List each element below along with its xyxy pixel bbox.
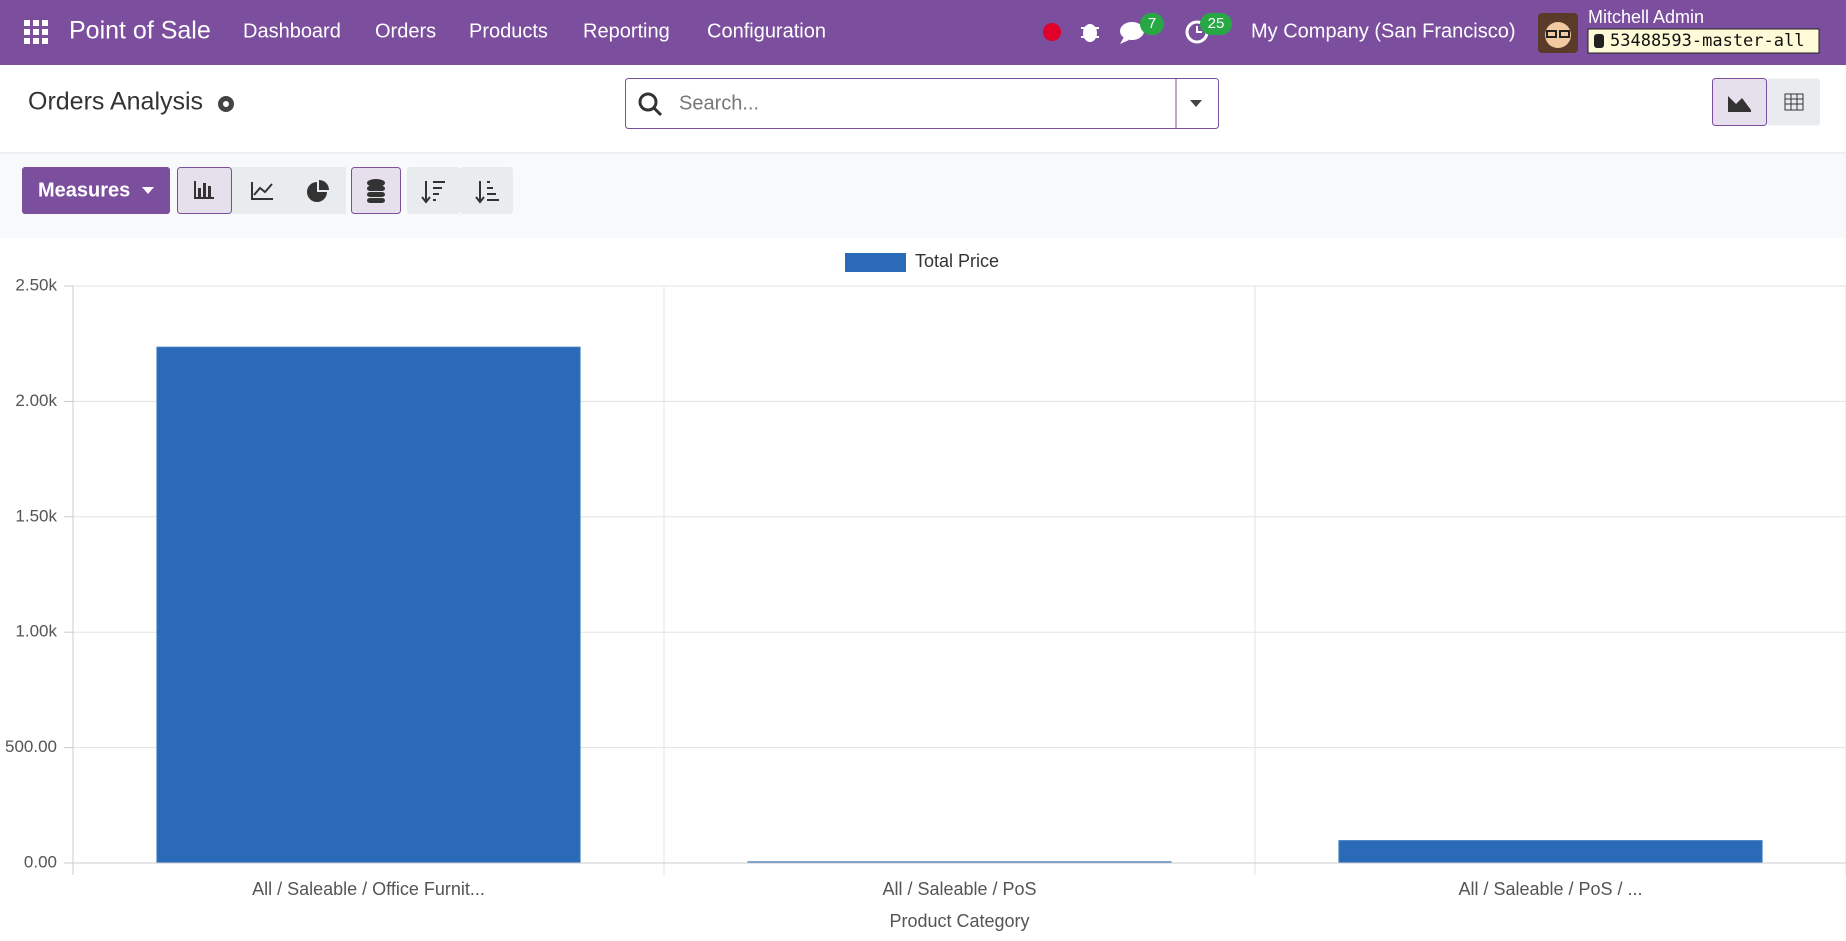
sort-descending-button[interactable] <box>407 167 460 214</box>
app-name[interactable]: Point of Sale <box>69 17 211 45</box>
menu-item[interactable]: Products <box>469 20 548 42</box>
legend-label: Total Price <box>915 251 999 271</box>
database-name: 53488593-master-all <box>1610 31 1804 51</box>
y-tick-label: 2.00k <box>15 391 57 410</box>
debug-icon[interactable] <box>1081 24 1099 42</box>
y-tick-label: 2.50k <box>15 275 57 294</box>
search-placeholder[interactable]: Search... <box>679 92 759 114</box>
measures-label[interactable]: Measures <box>38 179 130 201</box>
search-icon <box>638 92 663 117</box>
graph-icon <box>1728 96 1751 112</box>
caret <box>142 187 154 194</box>
x-tick-label: All / Saleable / PoS / ... <box>1458 879 1642 899</box>
sort-asc-icon <box>475 181 499 204</box>
sort-desc-icon <box>421 181 445 204</box>
recording-dot[interactable] <box>1043 23 1061 41</box>
activities-badge: 25 <box>1208 15 1225 32</box>
database-icon <box>1594 34 1604 48</box>
apps-icon[interactable] <box>24 20 48 44</box>
badge <box>1140 13 1164 35</box>
y-tick-label: 500.00 <box>5 737 57 756</box>
line-chart-button[interactable] <box>232 167 290 214</box>
badge <box>1200 13 1232 35</box>
menu-item[interactable]: Orders <box>375 20 436 42</box>
avatar[interactable] <box>1538 13 1578 53</box>
page-title: Orders Analysis <box>28 88 203 116</box>
legend-swatch <box>845 253 906 272</box>
stack-icon <box>367 179 385 203</box>
measures-button[interactable] <box>22 167 170 214</box>
y-tick-label: 1.50k <box>15 506 57 525</box>
gear-icon[interactable] <box>218 96 234 112</box>
pivot-view-button[interactable] <box>1767 78 1820 126</box>
y-tick-label: 1.00k <box>15 622 57 641</box>
bar <box>1338 840 1763 864</box>
messages-badge: 7 <box>1148 15 1156 32</box>
line-icon <box>251 182 273 200</box>
pivot-icon <box>1784 93 1804 111</box>
sort-ascending-button[interactable] <box>460 167 513 214</box>
pie-icon <box>307 180 329 202</box>
menu-item[interactable]: Configuration <box>707 20 826 42</box>
x-tick-label: All / Saleable / PoS <box>882 879 1036 899</box>
messages-icon[interactable] <box>1120 22 1144 44</box>
user-name[interactable]: Mitchell Admin <box>1588 7 1704 27</box>
chart: Total Price 0.00 500.00 1.00k 1.50k 2.00k 2.50… <box>5 251 1846 931</box>
x-axis-title: Product Category <box>889 911 1029 931</box>
menu-item[interactable]: Reporting <box>583 20 670 42</box>
bar <box>156 346 581 864</box>
company-switcher[interactable]: My Company (San Francisco) <box>1251 20 1516 42</box>
y-tick-label: 0.00 <box>24 852 57 871</box>
database-box <box>1587 28 1820 54</box>
bar-icon <box>194 181 214 199</box>
search-box[interactable] <box>625 78 1219 129</box>
search-options-toggle[interactable] <box>1190 100 1202 107</box>
pie-chart-button[interactable] <box>290 167 346 214</box>
x-tick-label: All / Saleable / Office Furnit... <box>252 879 485 899</box>
menu-item[interactable]: Dashboard <box>243 20 341 42</box>
